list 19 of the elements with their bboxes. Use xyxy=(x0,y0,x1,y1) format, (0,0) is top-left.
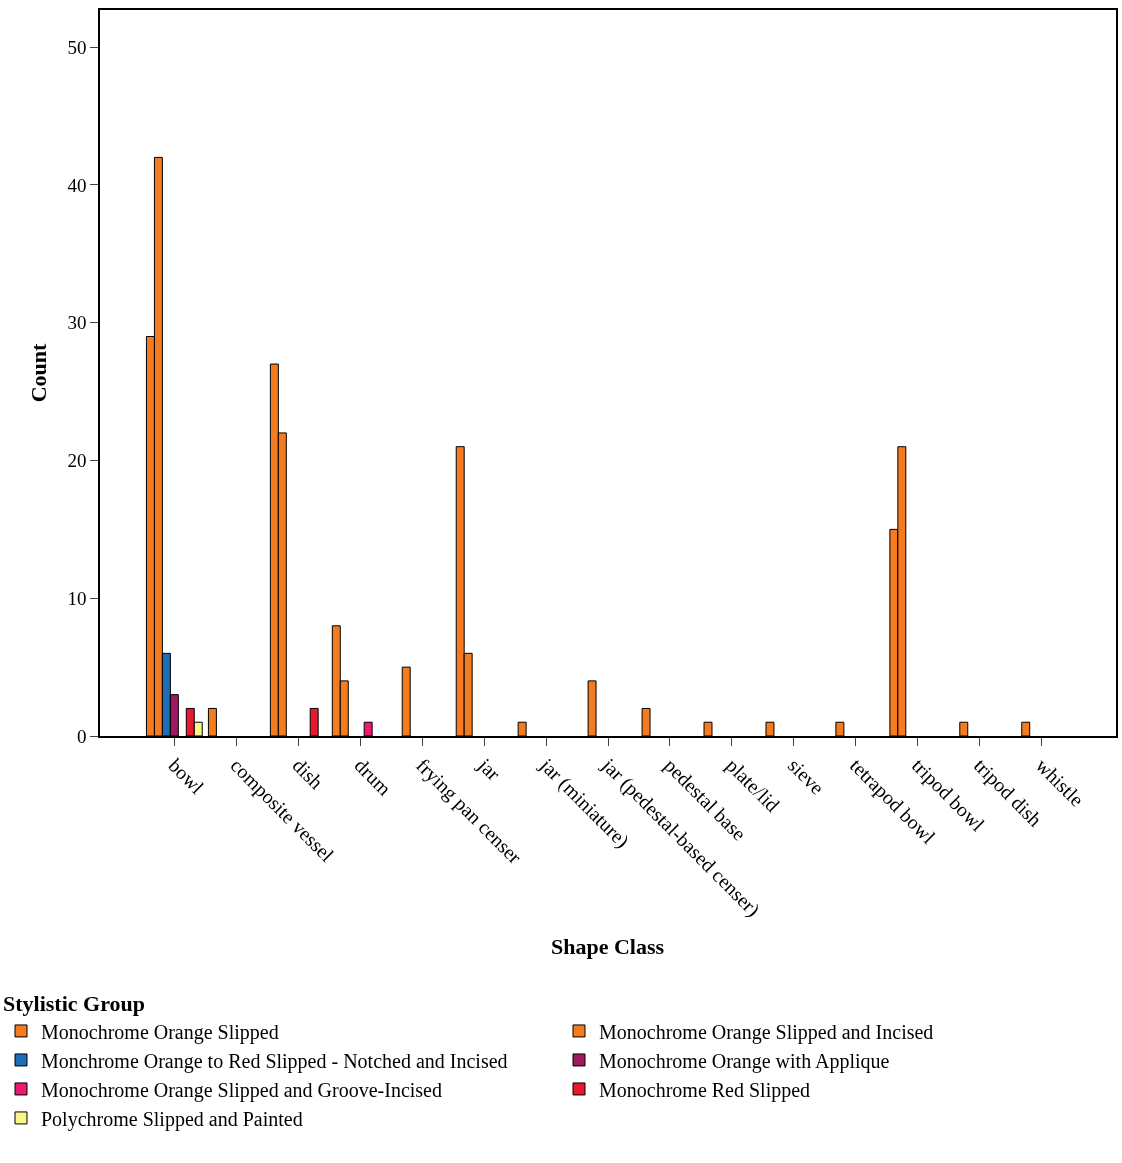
y-tick-label: 30 xyxy=(67,312,87,334)
y-tick-label: 0 xyxy=(76,725,87,747)
y-tick-label: 50 xyxy=(67,36,87,58)
x-axis-title: Shape Class xyxy=(551,934,665,959)
legend-label: Monochrome Orange Slipped xyxy=(41,1020,279,1044)
legend-label: Monochrome Red Slipped xyxy=(599,1078,811,1102)
y-axis-title: Count xyxy=(25,342,51,403)
legend-label: Monochrome Orange Slipped and Groove-Incised xyxy=(41,1078,442,1102)
legend-label: Monochrome Orange with Applique xyxy=(599,1049,890,1073)
legend-title: Stylistic Group xyxy=(3,991,146,1017)
legend-label: Monchrome Orange to Red Slipped - Notched and Incised xyxy=(41,1049,508,1073)
legend-label: Monochrome Orange Slipped and Incised xyxy=(599,1020,934,1044)
legend-label: Polychrome Slipped and Painted xyxy=(41,1107,303,1131)
x-tick-label: sieve xyxy=(783,754,829,799)
y-tick-label: 10 xyxy=(67,587,87,609)
x-tick-label: jar xyxy=(472,753,505,786)
x-tick-label: dish xyxy=(288,754,328,794)
y-tick-label: 20 xyxy=(67,450,87,472)
y-tick-label: 40 xyxy=(67,174,87,196)
